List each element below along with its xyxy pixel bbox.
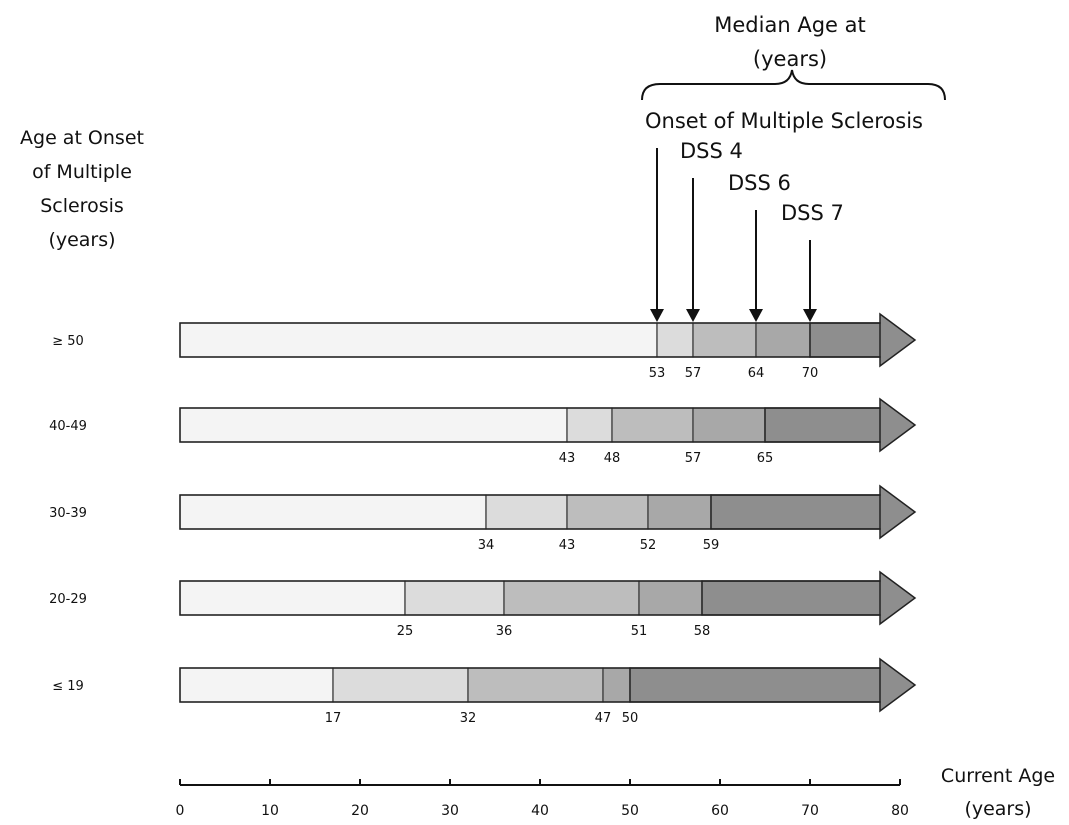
x-tick-label-0: 0 xyxy=(176,803,185,819)
bar-row-0: ≥ 50 53 57 64 70 xyxy=(52,312,917,381)
header-line1: Median Age at xyxy=(714,13,865,37)
bar-segment-2-2 xyxy=(566,494,649,530)
bar-segment-0-2 xyxy=(692,322,757,358)
bar-segment-4-1 xyxy=(332,667,469,703)
bar-segment-2-3 xyxy=(647,494,712,530)
bar-row-4: ≤ 19 17 32 47 50 xyxy=(52,657,917,726)
x-tick-label-7: 70 xyxy=(801,803,819,819)
bar-row-1: 40-49 43 48 57 65 xyxy=(49,397,917,466)
milestone-arrow-head-0 xyxy=(650,309,664,322)
value-label-2-2: 52 xyxy=(640,538,657,553)
milestone-label-dss7: DSS 7 xyxy=(781,201,844,225)
x-tick-label-3: 30 xyxy=(441,803,459,819)
value-label-0-3: 70 xyxy=(802,366,819,381)
value-label-1-3: 65 xyxy=(757,451,774,466)
row-label-2: 30-39 xyxy=(49,506,87,521)
xlabel-line-0: Current Age xyxy=(941,765,1055,787)
bar-arrow-4 xyxy=(629,657,917,713)
bar-segment-0-3 xyxy=(755,322,811,358)
bar-segment-0-0 xyxy=(179,322,658,358)
row-label-0: ≥ 50 xyxy=(52,334,84,349)
bar-outline-3 xyxy=(179,580,881,616)
bar-segment-1-3 xyxy=(692,407,766,443)
header-brace xyxy=(641,69,946,101)
bar-segment-1-0 xyxy=(179,407,568,443)
bar-segment-4-3 xyxy=(602,667,631,703)
ylabel-line-0: Age at Onset xyxy=(20,127,144,149)
milestone-arrow-head-1 xyxy=(686,309,700,322)
value-label-3-3: 58 xyxy=(694,624,711,639)
ylabel-line-2: Sclerosis xyxy=(40,195,124,217)
x-tick-label-4: 40 xyxy=(531,803,549,819)
header-line2: (years) xyxy=(753,47,827,71)
bar-segment-3-3 xyxy=(638,580,703,616)
value-label-3-2: 51 xyxy=(631,624,648,639)
row-label-1: 40-49 xyxy=(49,419,87,434)
value-label-3-0: 25 xyxy=(397,624,414,639)
value-label-4-2: 47 xyxy=(595,711,612,726)
value-label-2-3: 59 xyxy=(703,538,720,553)
bar-outline-0 xyxy=(179,322,881,358)
value-label-0-0: 53 xyxy=(649,366,666,381)
milestone-label-dss4: DSS 4 xyxy=(680,139,743,163)
bar-segment-2-0 xyxy=(179,494,487,530)
value-label-1-2: 57 xyxy=(685,451,702,466)
milestone-arrow-head-2 xyxy=(749,309,763,322)
bar-outline-4 xyxy=(179,667,881,703)
ylabel-line-3: (years) xyxy=(48,229,115,251)
value-label-1-1: 48 xyxy=(604,451,621,466)
bar-arrow-2 xyxy=(710,484,917,540)
value-label-4-0: 17 xyxy=(325,711,342,726)
value-label-0-2: 64 xyxy=(748,366,765,381)
bar-arrow-0 xyxy=(809,312,917,368)
bar-arrow-1 xyxy=(764,397,917,453)
ylabel-line-1: of Multiple xyxy=(32,161,132,183)
bar-segment-4-2 xyxy=(467,667,604,703)
bar-segment-4-0 xyxy=(179,667,334,703)
xlabel-line-1: (years) xyxy=(964,798,1031,820)
bar-segment-3-1 xyxy=(404,580,505,616)
bar-segment-3-0 xyxy=(179,580,406,616)
bar-segment-0-1 xyxy=(656,322,694,358)
value-label-2-1: 43 xyxy=(559,538,576,553)
x-axis: 0 10 20 30 40 50 60 70 80 xyxy=(176,779,909,819)
bar-segment-1-2 xyxy=(611,407,694,443)
bar-row-3: 20-29 25 36 51 58 xyxy=(49,570,917,639)
x-tick-label-8: 80 xyxy=(891,803,909,819)
bar-segment-1-1 xyxy=(566,407,613,443)
value-label-0-1: 57 xyxy=(685,366,702,381)
bar-outline-1 xyxy=(179,407,881,443)
bar-outline-2 xyxy=(179,494,881,530)
x-tick-label-5: 50 xyxy=(621,803,639,819)
milestone-arrows xyxy=(650,148,817,322)
x-tick-label-6: 60 xyxy=(711,803,729,819)
milestone-label-dss6: DSS 6 xyxy=(728,171,791,195)
bar-row-2: 30-39 34 43 52 59 xyxy=(49,484,917,553)
row-label-3: 20-29 xyxy=(49,592,87,607)
bar-segment-3-2 xyxy=(503,580,640,616)
milestone-arrow-head-3 xyxy=(803,309,817,322)
value-label-1-0: 43 xyxy=(559,451,576,466)
row-label-4: ≤ 19 xyxy=(52,679,84,694)
x-tick-label-1: 10 xyxy=(261,803,279,819)
bar-segment-2-1 xyxy=(485,494,568,530)
y-axis-label: Age at Onset of Multiple Sclerosis (year… xyxy=(20,127,144,251)
value-label-4-1: 32 xyxy=(460,711,477,726)
x-tick-label-2: 20 xyxy=(351,803,369,819)
bars: ≥ 50 53 57 64 70 40-49 43 48 57 65 30-39 34 43 52 59 20… xyxy=(49,312,917,726)
value-label-4-3: 50 xyxy=(622,711,639,726)
value-label-2-0: 34 xyxy=(478,538,495,553)
bar-arrow-3 xyxy=(701,570,917,626)
milestone-label-onset: Onset of Multiple Sclerosis xyxy=(645,109,923,133)
value-label-3-1: 36 xyxy=(496,624,513,639)
